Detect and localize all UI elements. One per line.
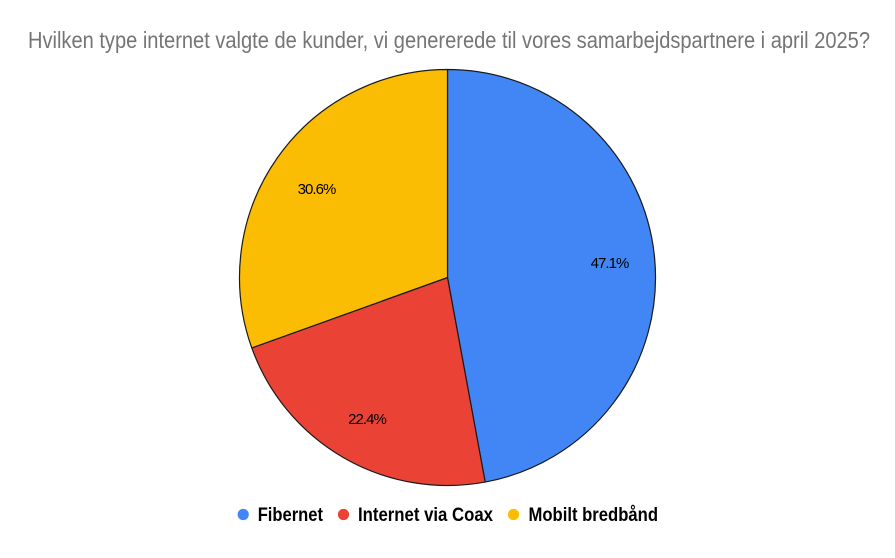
- svg-text:30.6%: 30.6%: [298, 181, 337, 198]
- svg-text:22.4%: 22.4%: [348, 411, 387, 428]
- svg-text:Fibernet: Fibernet: [258, 505, 324, 526]
- svg-text:Mobilt bredbånd: Mobilt bredbånd: [529, 505, 659, 526]
- svg-text:47.1%: 47.1%: [591, 255, 630, 272]
- svg-text:Hvilken type internet valgte d: Hvilken type internet valgte de kunder, …: [28, 27, 870, 53]
- svg-text:Internet via Coax: Internet via Coax: [358, 505, 493, 526]
